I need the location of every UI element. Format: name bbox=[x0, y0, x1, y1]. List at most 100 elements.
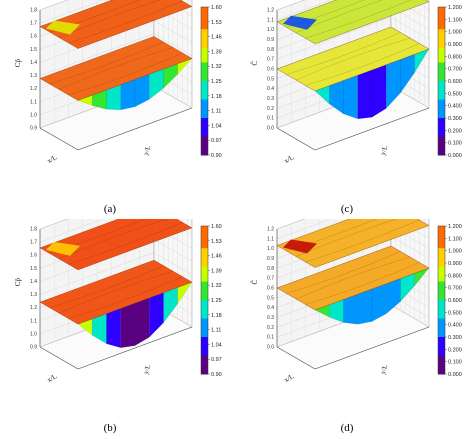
colorbar-segment bbox=[201, 103, 208, 108]
colorbar-segment bbox=[201, 337, 208, 342]
colorbar-segment bbox=[201, 240, 208, 245]
colorbar-tick-label: 1.60 bbox=[211, 224, 222, 230]
z-tick-label: 0.1 bbox=[267, 116, 274, 122]
colorbar-tick-label: 1.32 bbox=[211, 64, 222, 70]
z-gridline bbox=[39, 252, 193, 295]
z-tick-label: 1.1 bbox=[267, 17, 274, 23]
z-tick-label: 0.2 bbox=[267, 325, 274, 331]
z-tick-label: 1.0 bbox=[30, 331, 37, 337]
chart-panel-b: 0.9 1.0 1.1 1.2 1.3 1.4 1.5 1.6 1.7 1.8 Cp̄ x/L y/L 1… bbox=[0, 219, 237, 438]
colorbar-tick-label: 1.60 bbox=[211, 5, 222, 11]
colorbar-segment bbox=[201, 233, 208, 238]
colorbar-segment bbox=[201, 55, 208, 60]
colorbar-segment bbox=[201, 263, 208, 268]
colorbar-tick-label: 0.100 bbox=[448, 141, 462, 147]
colorbar-segment bbox=[438, 147, 445, 152]
colorbar-segment bbox=[201, 303, 208, 308]
surface-drape bbox=[77, 58, 193, 111]
colorbar-segment bbox=[201, 366, 208, 371]
colorbar-segment bbox=[438, 348, 445, 353]
colorbar-segment bbox=[438, 318, 445, 323]
z-tick-label: 0.6 bbox=[267, 286, 274, 292]
z-tick-label: 1.8 bbox=[30, 227, 37, 233]
x-axis-line bbox=[39, 346, 79, 370]
panel-caption: (c) bbox=[341, 203, 354, 215]
colorbar-segment bbox=[438, 314, 445, 319]
colorbar-segment bbox=[438, 125, 445, 130]
z-tick-label: 1.4 bbox=[30, 279, 37, 285]
lower-surface bbox=[276, 26, 430, 92]
colorbar-segment bbox=[201, 106, 208, 112]
colorbar-segment bbox=[201, 121, 208, 126]
colorbar-segment bbox=[438, 259, 445, 264]
colorbar-tick-label: 0.600 bbox=[448, 298, 462, 304]
z-axis-label: Ĉ bbox=[251, 279, 259, 284]
colorbar-segment bbox=[438, 307, 445, 312]
colorbar-segment bbox=[201, 44, 208, 49]
x-axis-line bbox=[39, 127, 79, 151]
colorbar-segment bbox=[438, 270, 445, 275]
colorbar-segment bbox=[438, 240, 445, 245]
colorbar-segment bbox=[201, 229, 208, 234]
colorbar-segment bbox=[201, 129, 208, 134]
lower-surface bbox=[39, 36, 193, 101]
colorbar-segment bbox=[201, 7, 208, 12]
z-tick-label: 0.1 bbox=[267, 335, 274, 341]
colorbar-tick-label: 0.200 bbox=[448, 347, 462, 353]
colorbar-segment bbox=[201, 226, 208, 231]
x-axis-label: x/L bbox=[46, 372, 58, 384]
colorbar-tick-label: 1.25 bbox=[211, 79, 222, 85]
z-tick-label: 1.6 bbox=[30, 34, 37, 40]
colorbar-segment bbox=[201, 29, 208, 34]
colorbar-tick-label: 0.90 bbox=[211, 153, 222, 159]
colorbar-segment bbox=[201, 362, 208, 368]
z-tick-label: 0.9 bbox=[267, 256, 274, 262]
surface-drape bbox=[77, 281, 193, 348]
colorbar-tick-label: 1.200 bbox=[448, 224, 462, 230]
colorbar-tick-label: 1.25 bbox=[211, 298, 222, 304]
colorbar-segment bbox=[201, 344, 208, 349]
colorbar-segment bbox=[201, 114, 208, 119]
colorbar-segment bbox=[201, 340, 208, 345]
panel-caption: (b) bbox=[104, 422, 117, 434]
colorbar-tick-label: 1.39 bbox=[211, 49, 222, 55]
z-tick-label: 0.0 bbox=[267, 126, 274, 132]
z-tick-label: 0.5 bbox=[267, 295, 274, 301]
colorbar-segment bbox=[201, 244, 208, 249]
colorbar-segment bbox=[201, 348, 208, 353]
x-axis-line bbox=[276, 127, 316, 151]
colorbar-tick-label: 0.400 bbox=[448, 104, 462, 110]
colorbar-segment bbox=[438, 129, 445, 134]
colorbar-segment bbox=[201, 274, 208, 279]
colorbar-segment bbox=[438, 32, 445, 38]
x-axis-label: x/L bbox=[283, 372, 295, 384]
colorbar-tick-label: 1.46 bbox=[211, 254, 222, 260]
x-axis-line bbox=[276, 346, 316, 370]
z-gridline bbox=[39, 219, 193, 243]
colorbar-segment bbox=[438, 99, 445, 104]
colorbar-segment bbox=[201, 318, 208, 323]
colorbar-segment bbox=[438, 359, 445, 364]
colorbar-segment bbox=[201, 58, 208, 63]
colorbar-tick-label: 0.97 bbox=[211, 357, 222, 363]
z-tick-label: 1.2 bbox=[30, 86, 37, 92]
colorbar-segment bbox=[438, 277, 445, 282]
colorbar-segment bbox=[438, 40, 445, 45]
upper-surface bbox=[39, 219, 193, 271]
colorbar-segment bbox=[438, 110, 445, 115]
colorbar-segment bbox=[438, 311, 445, 316]
colorbar-tick-label: 1.53 bbox=[211, 239, 222, 245]
colorbar-segment bbox=[438, 88, 445, 93]
colorbar-segment bbox=[438, 118, 445, 123]
colorbar-segment bbox=[438, 143, 445, 149]
colorbar-segment bbox=[438, 106, 445, 112]
colorbar-tick-label: 1.18 bbox=[211, 313, 222, 319]
z-tick-label: 1.1 bbox=[267, 236, 274, 242]
colorbar-segment bbox=[438, 322, 445, 327]
lower-surface bbox=[39, 259, 193, 325]
colorbar-segment bbox=[201, 259, 208, 264]
colorbar-tick-label: 0.500 bbox=[448, 91, 462, 97]
colorbar-segment bbox=[201, 307, 208, 312]
z-tick-label: 1.1 bbox=[30, 318, 37, 324]
colorbar-segment bbox=[201, 92, 208, 97]
